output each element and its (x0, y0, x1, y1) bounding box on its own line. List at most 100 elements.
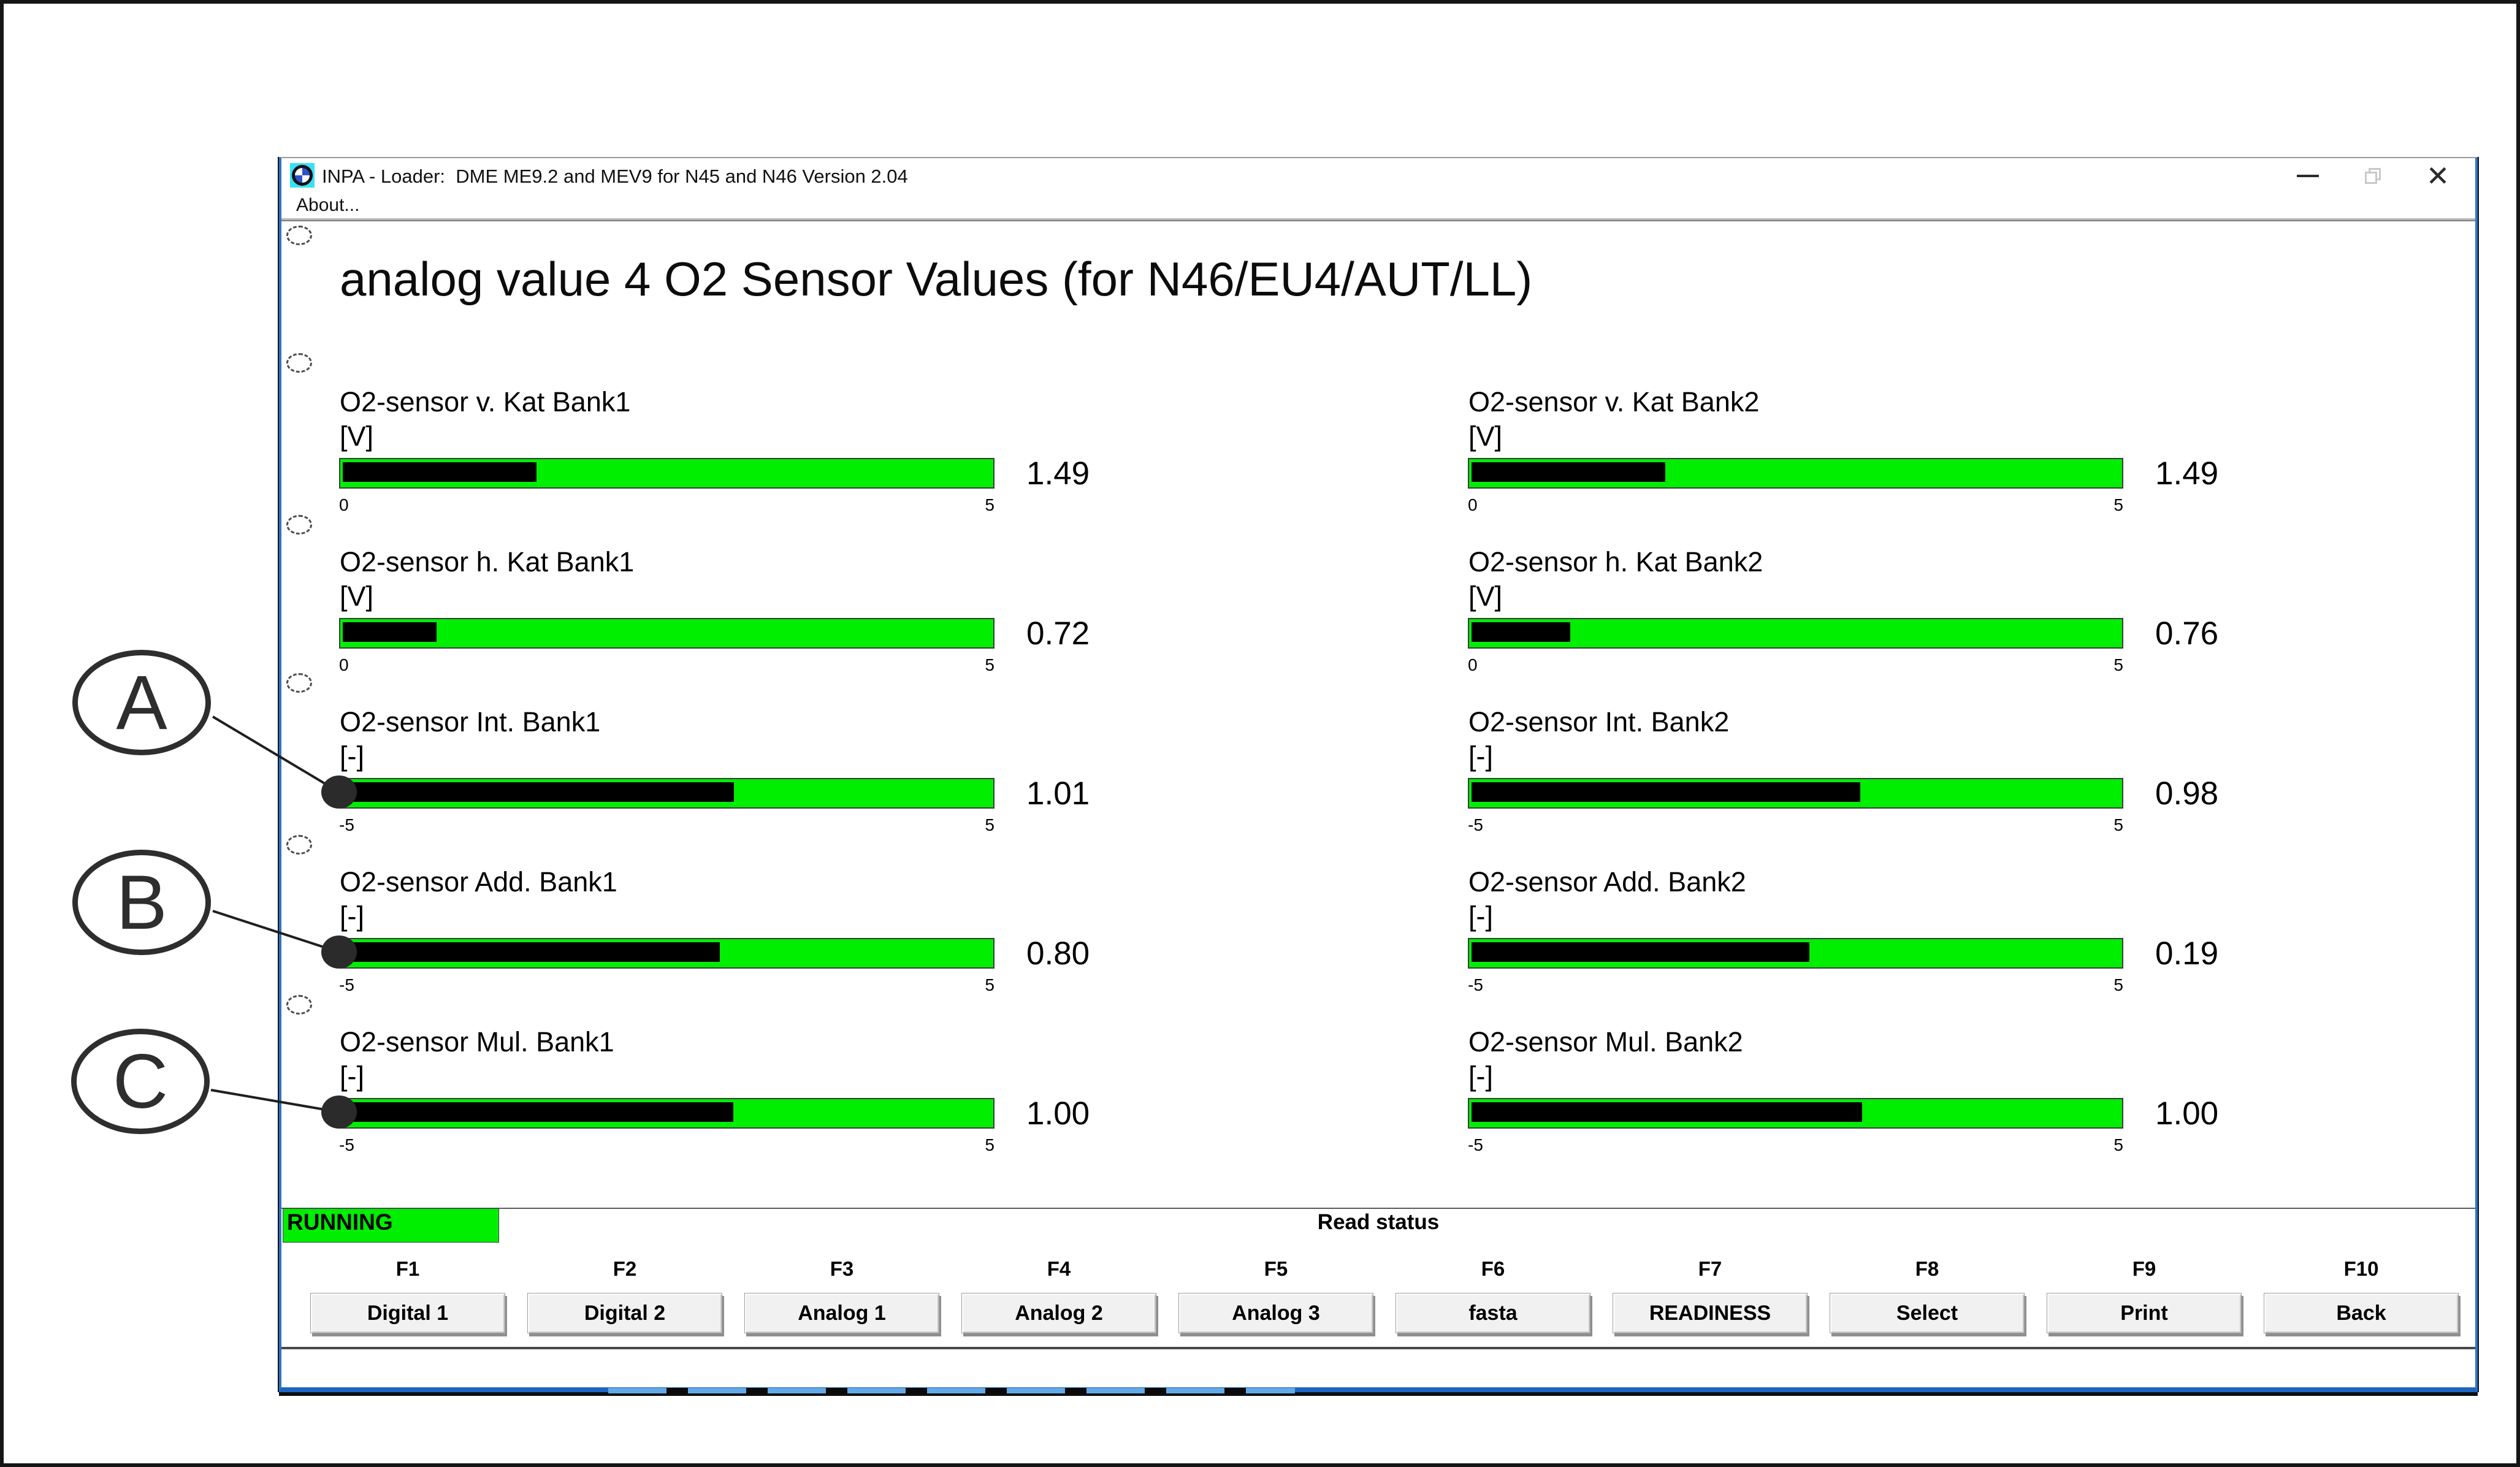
window-title: INPA - Loader: DME ME9.2 and MEV9 for N4… (322, 166, 908, 187)
button-analog-3[interactable]: Analog 3 (1178, 1293, 1373, 1333)
scale-min: -5 (339, 975, 354, 994)
menu-separator (281, 218, 2475, 223)
annotation-circle-a: A (72, 650, 211, 755)
gauge-bar (1468, 778, 2123, 809)
footer-divider (281, 1347, 2475, 1349)
led-indicator (286, 835, 312, 855)
bmw-roundel-icon (290, 163, 315, 188)
sensor-unit: [-] (340, 1061, 364, 1092)
fkey-label-f7: F7 (1698, 1257, 1722, 1280)
gauge-bar (1468, 618, 2123, 649)
taskbar-sliver (279, 1392, 2478, 1396)
button-readiness[interactable]: READINESS (1613, 1293, 1808, 1333)
gauge-scale: -5 5 (1468, 815, 2123, 835)
fkey-label-f2: F2 (613, 1257, 637, 1280)
sensor-label: O2-sensor Mul. Bank2 (1468, 1026, 1743, 1057)
button-digital-2[interactable]: Digital 2 (527, 1293, 722, 1333)
led-indicator (286, 995, 312, 1015)
gauge-fill (343, 1102, 733, 1122)
sensor-gauge-o2-sensor-add-bank1: O2-sensor Add. Bank1 [-] -5 5 0.80 (339, 866, 1468, 1026)
gauge-fill (343, 942, 720, 962)
gauge-scale: 0 5 (339, 655, 995, 675)
button-analog-1[interactable]: Analog 1 (744, 1293, 939, 1333)
window-titlebar: INPA - Loader: DME ME9.2 and MEV9 for N4… (281, 158, 2475, 194)
sensor-unit: [V] (1468, 421, 1503, 452)
sensor-gauge-o2-sensor-mul-bank1: O2-sensor Mul. Bank1 [-] -5 5 1.00 (339, 1026, 1468, 1186)
fkey-label-f10: F10 (2343, 1257, 2379, 1280)
read-status-label: Read status (1317, 1210, 1440, 1234)
sensor-value: 1.00 (1026, 1095, 1090, 1132)
sensor-gauge-o2-sensor-int-bank1: O2-sensor Int. Bank1 [-] -5 5 1.01 (339, 706, 1468, 866)
gauge-scale: -5 5 (339, 1135, 995, 1155)
sensor-gauge-grid: O2-sensor v. Kat Bank1 [V] 0 5 1.49 O2-s… (339, 386, 2473, 1186)
scale-max: 5 (2113, 1135, 2123, 1154)
gauge-bar (339, 938, 995, 969)
menu-bar: About... (281, 194, 2475, 218)
annotation-circle-c: C (71, 1029, 210, 1134)
sensor-value: 0.76 (2155, 615, 2219, 652)
scale-min: 0 (1468, 655, 1478, 674)
sensor-gauge-o2-sensor-mul-bank2: O2-sensor Mul. Bank2 [-] -5 5 1.00 (1468, 1026, 2449, 1186)
led-indicator (286, 226, 312, 245)
scale-max: 5 (2113, 495, 2123, 514)
gauge-scale: -5 5 (339, 975, 995, 995)
gauge-scale: -5 5 (1468, 975, 2123, 995)
gauge-bar (1468, 1098, 2123, 1129)
scale-min: -5 (339, 815, 354, 834)
gauge-fill (1472, 782, 1860, 802)
sensor-gauge-o2-sensor-v-kat-bank2: O2-sensor v. Kat Bank2 [V] 0 5 1.49 (1468, 386, 2449, 546)
sensor-value: 0.80 (1026, 935, 1090, 972)
scale-min: -5 (339, 1135, 354, 1154)
restore-icon[interactable] (2346, 162, 2399, 190)
scale-max: 5 (2113, 975, 2123, 994)
sensor-value: 1.49 (1026, 455, 1090, 492)
button-back[interactable]: Back (2264, 1293, 2459, 1333)
gauge-scale: -5 5 (1468, 1135, 2123, 1155)
scale-max: 5 (985, 495, 995, 514)
minimize-icon[interactable] (2281, 162, 2334, 190)
sensor-label: O2-sensor Int. Bank2 (1468, 706, 1730, 737)
gauge-scale: 0 5 (339, 495, 995, 515)
status-separator (281, 1208, 2475, 1209)
menu-item-about[interactable]: About... (296, 195, 360, 215)
sensor-unit: [-] (1468, 901, 1493, 932)
sensor-gauge-o2-sensor-int-bank2: O2-sensor Int. Bank2 [-] -5 5 0.98 (1468, 706, 2449, 866)
button-fasta[interactable]: fasta (1396, 1293, 1590, 1333)
fkey-label-f1: F1 (395, 1257, 420, 1280)
inpa-window: INPA - Loader: DME ME9.2 and MEV9 for N4… (279, 157, 2478, 1392)
sensor-label: O2-sensor v. Kat Bank2 (1468, 386, 1760, 417)
sensor-unit: [-] (1468, 741, 1493, 772)
page-title: analog value 4 O2 Sensor Values (for N46… (340, 252, 1533, 306)
sensor-label: O2-sensor h. Kat Bank2 (1468, 546, 1763, 577)
fkey-button-row: Digital 1 Digital 2 Analog 1 Analog 2 Analog… (310, 1293, 2481, 1333)
button-select[interactable]: Select (1830, 1293, 2025, 1333)
scale-min: -5 (1468, 815, 1483, 834)
gauge-fill (1472, 622, 1570, 642)
annotation-letter: C (112, 1038, 169, 1124)
sensor-unit: [-] (340, 901, 364, 932)
gauge-fill (343, 462, 536, 482)
gauge-scale: 0 5 (1468, 655, 2123, 675)
sensor-label: O2-sensor Add. Bank2 (1468, 866, 1746, 897)
scale-max: 5 (985, 1135, 995, 1154)
gauge-bar (1468, 458, 2123, 489)
button-digital-1[interactable]: Digital 1 (310, 1293, 505, 1333)
gauge-fill (343, 622, 437, 642)
gauge-scale: 0 5 (1468, 495, 2123, 515)
fkey-label-f5: F5 (1264, 1257, 1288, 1280)
led-indicator (286, 673, 312, 693)
sensor-label: O2-sensor v. Kat Bank1 (340, 386, 631, 417)
led-indicator (286, 353, 312, 373)
annotation-circle-b: B (72, 850, 211, 955)
sensor-unit: [V] (340, 421, 374, 452)
sensor-gauge-o2-sensor-h-kat-bank1: O2-sensor h. Kat Bank1 [V] 0 5 0.72 (339, 546, 1468, 706)
gauge-fill (1472, 462, 1665, 482)
fkey-label-row: F1 F2 F3 F4 F5 F6 F7 F8 F9 F10 (310, 1257, 2481, 1281)
button-analog-2[interactable]: Analog 2 (961, 1293, 1156, 1333)
scale-max: 5 (985, 975, 995, 994)
sensor-gauge-o2-sensor-v-kat-bank1: O2-sensor v. Kat Bank1 [V] 0 5 1.49 (339, 386, 1468, 546)
button-print[interactable]: Print (2047, 1293, 2242, 1333)
close-icon[interactable]: ✕ (2426, 160, 2450, 192)
led-indicator (286, 515, 312, 535)
